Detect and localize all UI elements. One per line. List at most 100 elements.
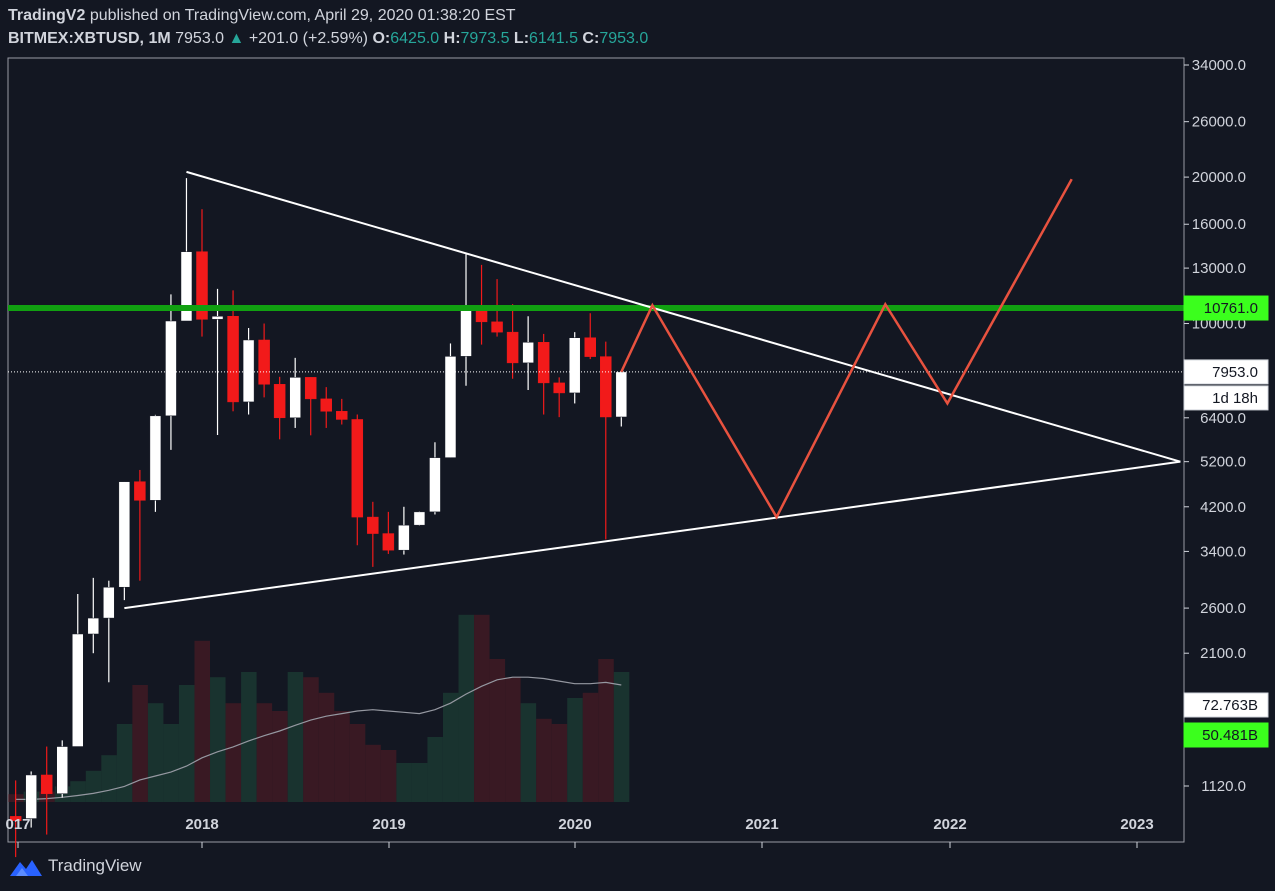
volume-bar xyxy=(536,718,552,802)
candle-body[interactable] xyxy=(227,316,239,403)
candle-body[interactable] xyxy=(40,774,53,794)
candle-body[interactable] xyxy=(615,371,628,418)
price-axis[interactable]: 34000.026000.020000.016000.013000.010000… xyxy=(1184,57,1246,795)
candle-body[interactable] xyxy=(460,307,472,357)
candle-body[interactable] xyxy=(103,586,115,619)
candle-body[interactable] xyxy=(491,321,503,333)
candle-body[interactable] xyxy=(537,342,550,384)
price-label: 20000.0 xyxy=(1192,169,1246,186)
author-name[interactable]: TradingV2 xyxy=(8,7,86,24)
publication-info: TradingV2 published on TradingView.com, … xyxy=(8,7,516,25)
volume-bar xyxy=(303,677,319,802)
candle-body[interactable] xyxy=(9,816,22,822)
symbol-legend: BITMEX:XBTUSD, 1M 7953.0 ▲ +201.0 (+2.59… xyxy=(8,30,648,48)
candle-body[interactable] xyxy=(398,524,410,551)
volume-bar xyxy=(613,672,630,802)
volume-bar xyxy=(272,711,288,802)
candle-body[interactable] xyxy=(584,337,596,357)
candle-body[interactable] xyxy=(351,419,364,518)
price-label: 1120.0 xyxy=(1201,778,1246,795)
low-label: L: xyxy=(513,30,530,47)
candle-body[interactable] xyxy=(258,339,270,385)
price-label: 2600.0 xyxy=(1200,600,1246,617)
candle-body[interactable] xyxy=(600,356,612,418)
time-label: 2022 xyxy=(933,816,966,833)
volume-bar xyxy=(567,698,583,802)
open-value: 6425.0 xyxy=(390,30,440,47)
close-value: 7953.0 xyxy=(599,30,649,47)
low-value: 6141.5 xyxy=(529,30,578,47)
price-label: 16000.0 xyxy=(1192,216,1246,233)
volume-bar xyxy=(241,672,257,802)
countdown-tag xyxy=(1183,385,1269,411)
candle-body[interactable] xyxy=(56,746,68,794)
volume-bar xyxy=(225,703,242,802)
open-label: O: xyxy=(372,30,391,47)
candle-body[interactable] xyxy=(118,481,131,588)
price-label: 5200.0 xyxy=(1200,454,1246,471)
volume-area xyxy=(8,614,630,802)
time-label: 017 xyxy=(5,816,30,833)
volume-bar xyxy=(163,724,179,802)
candle-body[interactable] xyxy=(304,377,317,400)
volume-bar xyxy=(582,692,599,802)
candle-body[interactable] xyxy=(413,511,426,526)
volume-bar xyxy=(474,614,490,802)
last-price-value: 7953.0 xyxy=(175,30,225,47)
candle-body[interactable] xyxy=(196,251,208,320)
candle-body[interactable] xyxy=(25,774,37,819)
drawings[interactable] xyxy=(8,170,1184,610)
candles[interactable] xyxy=(9,178,628,858)
resistance-tag xyxy=(1183,295,1269,321)
volume-label-tag-label: 72.763B xyxy=(1202,697,1258,714)
candle-body[interactable] xyxy=(367,516,379,534)
published-text: published on TradingView.com, April 29, … xyxy=(89,7,516,24)
candle-body[interactable] xyxy=(320,398,332,412)
candle-body[interactable] xyxy=(72,633,84,747)
candle-body[interactable] xyxy=(273,384,286,419)
candle-body[interactable] xyxy=(180,251,193,322)
volume-ma-path xyxy=(15,676,622,800)
tradingview-brand[interactable]: TradingView xyxy=(48,856,142,875)
candle-body[interactable] xyxy=(165,320,177,417)
candle-body[interactable] xyxy=(506,331,519,364)
candle-body[interactable] xyxy=(289,377,301,419)
price-label: 2100.0 xyxy=(1200,645,1246,662)
volume-ma-label-tag-label: 50.481B xyxy=(1202,727,1258,744)
last-price-tag-label: 7953.0 xyxy=(1212,364,1258,381)
candle-body[interactable] xyxy=(134,481,146,501)
candle-body[interactable] xyxy=(522,342,534,364)
candle-body[interactable] xyxy=(87,617,100,635)
volume-bar xyxy=(365,744,381,802)
candle-body[interactable] xyxy=(211,316,224,320)
candle-body[interactable] xyxy=(568,337,581,394)
high-label: H: xyxy=(443,30,461,47)
volume-ma-line xyxy=(15,676,622,800)
candle-body[interactable] xyxy=(242,339,255,403)
ascending-support-trendline[interactable] xyxy=(124,460,1181,610)
volume-bar xyxy=(411,763,428,802)
volume-ma-label-tag xyxy=(1183,722,1269,748)
time-axis[interactable]: 017 2018 2019 2020 2021 2022 2023 xyxy=(5,816,1154,848)
symbol-label[interactable]: BITMEX:XBTUSD, 1M xyxy=(8,30,171,47)
projection-path[interactable] xyxy=(620,178,1073,520)
time-label: 2021 xyxy=(745,816,778,833)
volume-bar xyxy=(520,703,537,802)
price-label: 26000.0 xyxy=(1192,114,1246,131)
descending-resistance-trendline[interactable] xyxy=(186,170,1181,463)
candle-body[interactable] xyxy=(382,533,395,551)
volume-bar xyxy=(442,692,459,802)
candle-body[interactable] xyxy=(149,415,162,501)
chart-header: TradingV2 published on TradingView.com, … xyxy=(8,6,1268,54)
volume-bar xyxy=(70,781,86,802)
up-arrow-icon: ▲ xyxy=(228,30,245,47)
volume-bar xyxy=(349,724,366,802)
candle-body[interactable] xyxy=(553,382,565,394)
volume-bar xyxy=(489,659,506,802)
tradingview-logo-icon[interactable] xyxy=(8,856,44,878)
candle-body[interactable] xyxy=(444,356,457,458)
close-label: C: xyxy=(582,30,600,47)
candle-body[interactable] xyxy=(429,457,441,513)
candle-body[interactable] xyxy=(336,411,348,420)
